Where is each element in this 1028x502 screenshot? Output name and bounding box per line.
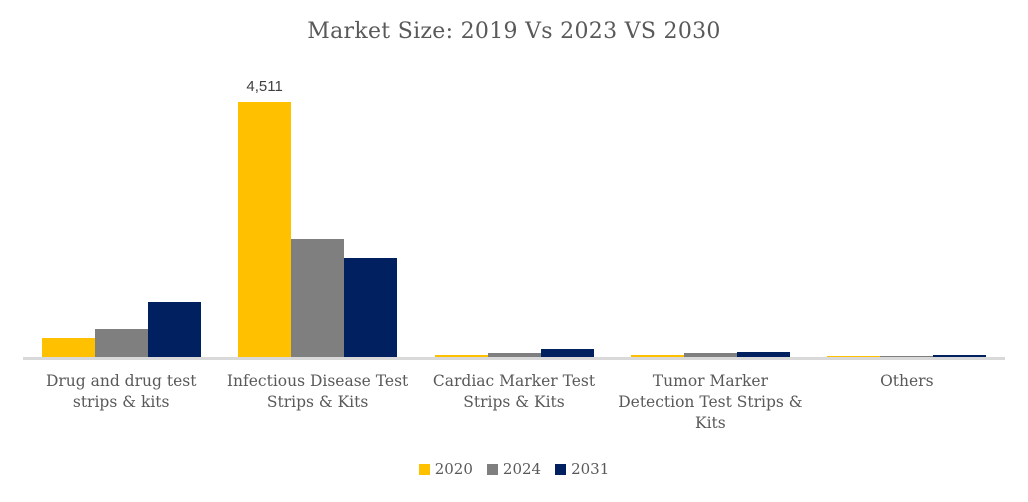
bar-2031-cat1: [344, 258, 398, 357]
bar-2024-cat1: [291, 239, 345, 357]
legend-label: 2031: [571, 460, 610, 478]
plot-area: 4,511: [23, 78, 1005, 357]
bar-2024-cat2: [487, 353, 541, 357]
category-label: Drug and drug test strips & kits: [45, 372, 197, 411]
legend-item-2031: 2031: [555, 460, 609, 478]
bar-2031-cat3: [736, 352, 790, 357]
chart-title: Market Size: 2019 Vs 2023 VS 2030: [307, 19, 721, 44]
legend-item-2020: 2020: [418, 460, 473, 478]
bar-2020-cat4: [827, 356, 881, 357]
x-axis-line: [23, 357, 1005, 360]
bar-2020-cat0: [41, 338, 95, 357]
category-label: Tumor Marker Detection Test Strips & Kit…: [618, 372, 803, 432]
category-label: Others: [880, 372, 934, 390]
bar-2031-cat4: [933, 355, 987, 357]
bar-2020-cat3: [630, 355, 684, 357]
bar-2020-cat1: [238, 102, 292, 357]
bar-2020-cat2: [434, 355, 488, 357]
legend-label: 2024: [502, 460, 542, 478]
legend: 2020 2024 2031: [0, 460, 1028, 478]
legend-item-2024: 2024: [486, 460, 542, 478]
category-label: Infectious Disease Test Strips & Kits: [226, 372, 409, 411]
bar-2024-cat4: [880, 356, 934, 357]
category-label: Cardiac Marker Test Strips & Kits: [432, 372, 596, 411]
legend-label: 2020: [434, 460, 473, 478]
legend-swatch: [486, 463, 498, 475]
bar-2031-cat2: [540, 349, 594, 357]
legend-swatch: [555, 463, 567, 475]
bar-data-label: 4,511: [246, 78, 283, 95]
bar-2024-cat0: [94, 329, 148, 357]
bar-2024-cat3: [683, 353, 737, 357]
bar-2031-cat0: [147, 302, 201, 357]
category-axis: Drug and drug test strips & kits Infectio…: [23, 371, 1005, 449]
legend-swatch: [418, 463, 430, 475]
